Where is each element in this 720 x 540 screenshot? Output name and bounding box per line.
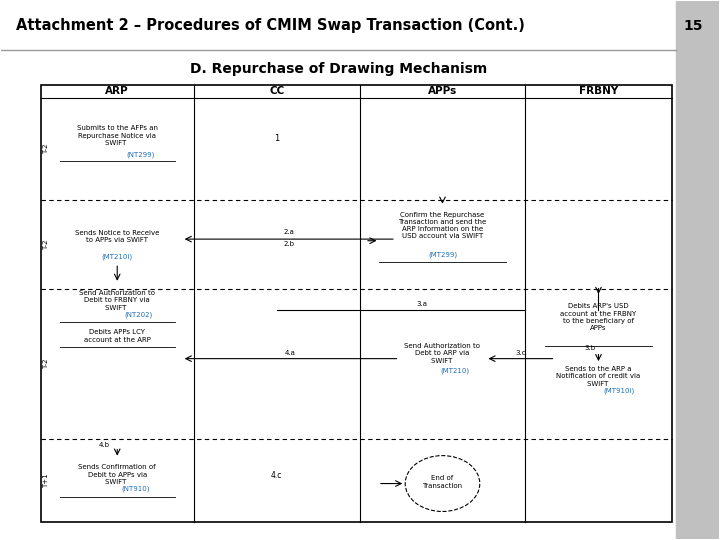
Text: Sends Confirmation of
Debit to APPs via
SWIFT: Sends Confirmation of Debit to APPs via …: [78, 464, 156, 485]
Text: 3.c: 3.c: [516, 350, 526, 356]
Text: T-2: T-2: [43, 144, 49, 154]
Text: T+1: T+1: [43, 474, 49, 488]
Text: Debits ARP's USD
account at the FRBNY
to the beneficiary of
APPs: Debits ARP's USD account at the FRBNY to…: [560, 303, 636, 331]
Text: 4.c: 4.c: [271, 471, 282, 480]
Text: (MT910i): (MT910i): [603, 388, 634, 394]
Text: ARP: ARP: [105, 86, 129, 96]
Text: 15: 15: [684, 18, 703, 32]
Text: Debits APPs LCY
account at the ARP: Debits APPs LCY account at the ARP: [84, 329, 150, 343]
Bar: [1, 2, 675, 50]
Text: T-2: T-2: [43, 359, 49, 369]
Text: (MT210): (MT210): [441, 368, 470, 374]
Text: Attachment 2 – Procedures of CMIM Swap Transaction (Cont.): Attachment 2 – Procedures of CMIM Swap T…: [16, 18, 525, 33]
Text: Send Authorization to
Debt to ARP via
SWIFT: Send Authorization to Debt to ARP via SW…: [405, 343, 480, 363]
Text: Confirm the Repurchase
Transaction and send the
ARP Information on the
USD accou: Confirm the Repurchase Transaction and s…: [398, 212, 487, 239]
Text: (MT299): (MT299): [428, 252, 457, 258]
Text: 3.b: 3.b: [585, 346, 595, 352]
Text: Send Authorization to
Debit to FRBNY via
SWIFT: Send Authorization to Debit to FRBNY via…: [79, 290, 156, 310]
Text: 4.b: 4.b: [99, 442, 110, 448]
Text: End of
Transaction: End of Transaction: [423, 475, 462, 489]
Text: (NT299): (NT299): [127, 151, 155, 158]
Text: 2.a: 2.a: [284, 229, 294, 235]
Text: 1: 1: [274, 134, 279, 143]
Text: 3.a: 3.a: [417, 301, 428, 307]
Text: T-2: T-2: [43, 239, 49, 249]
Text: (NT202): (NT202): [125, 312, 153, 318]
Text: (NT910): (NT910): [122, 486, 150, 492]
Bar: [675, 2, 719, 538]
Text: D. Repurchase of Drawing Mechanism: D. Repurchase of Drawing Mechanism: [190, 62, 487, 76]
Text: CC: CC: [269, 86, 284, 96]
Bar: [41, 85, 672, 523]
Text: FRBNY: FRBNY: [579, 86, 618, 96]
Text: Sends Notice to Receive
to APPs via SWIFT: Sends Notice to Receive to APPs via SWIF…: [75, 230, 159, 243]
Text: Sends to the ARP a
Notification of credit via
SWIFT: Sends to the ARP a Notification of credi…: [557, 366, 641, 387]
Text: (MT210i): (MT210i): [102, 253, 132, 260]
Text: APPs: APPs: [428, 86, 457, 96]
Text: 4.a: 4.a: [285, 350, 296, 356]
Text: 2.b: 2.b: [283, 241, 294, 247]
Text: Submits to the AFPs an
Repurchase Notice via
SWIFT: Submits to the AFPs an Repurchase Notice…: [77, 125, 158, 146]
